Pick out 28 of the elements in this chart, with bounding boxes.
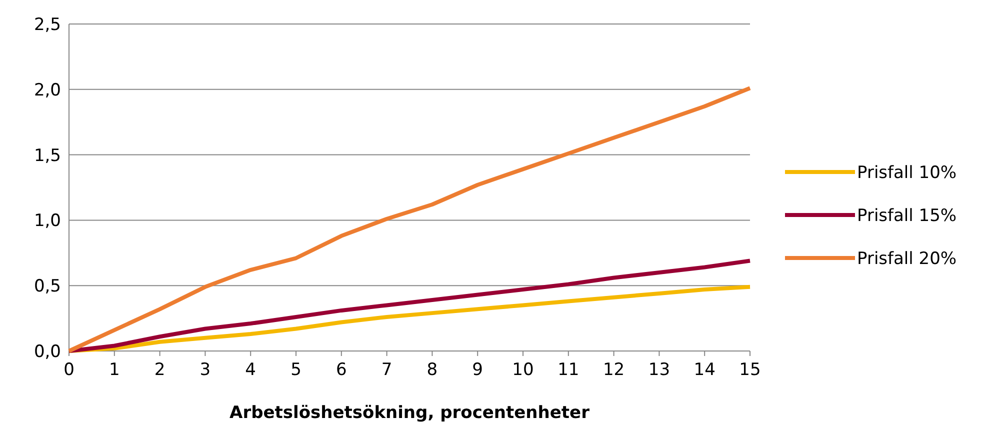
line-series xyxy=(67,258,752,353)
x-tick-label: 0 xyxy=(64,360,74,380)
y-tick-label: 0,0 xyxy=(34,342,61,362)
y-tick-label: 1,0 xyxy=(34,211,61,232)
y-tick-label: 1,5 xyxy=(34,146,61,166)
x-axis-title: Arbetslöshetsökning, procentenheter xyxy=(230,403,590,423)
x-tick-label: 5 xyxy=(290,360,302,380)
x-tick-label: 6 xyxy=(336,360,347,380)
x-tick-label: 13 xyxy=(648,360,670,380)
x-tick-label: 12 xyxy=(602,360,625,380)
x-tick-label: 3 xyxy=(200,360,211,380)
y-tick-label: 0,5 xyxy=(34,276,61,297)
x-tick-label: 14 xyxy=(694,360,716,380)
line-series xyxy=(67,86,752,353)
x-tick-label: 7 xyxy=(381,360,392,380)
legend-label: Prisfall 15% xyxy=(857,206,957,226)
x-tick-label: 4 xyxy=(245,360,256,380)
x-tick-label: 2 xyxy=(154,360,166,380)
x-tick-label: 9 xyxy=(472,360,484,380)
y-tick-label: 2,0 xyxy=(34,80,61,100)
y-tick-label: 2,5 xyxy=(34,14,61,35)
x-tick-label: 15 xyxy=(739,360,761,380)
legend-label: Prisfall 10% xyxy=(857,162,957,183)
x-tick-label: 1 xyxy=(108,360,120,380)
x-tick-label: 11 xyxy=(558,360,580,380)
legend-label: Prisfall 20% xyxy=(857,248,957,269)
x-tick-label: 8 xyxy=(426,360,438,380)
x-tick-label: 10 xyxy=(512,360,534,380)
